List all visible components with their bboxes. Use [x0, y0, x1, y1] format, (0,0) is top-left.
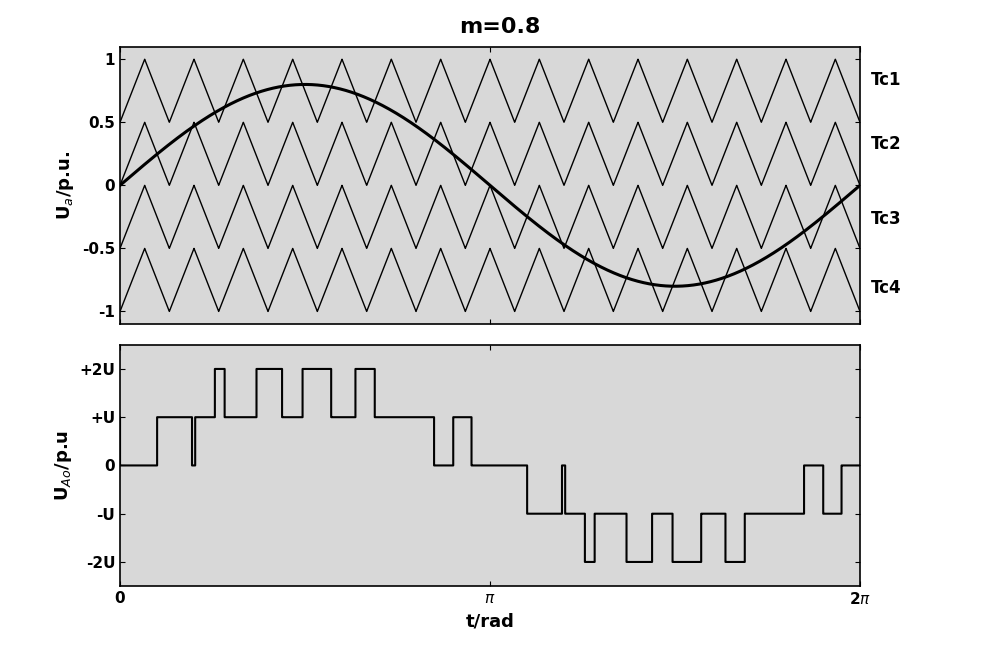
Text: m=0.8: m=0.8	[459, 17, 541, 37]
Text: Tc2: Tc2	[871, 135, 902, 153]
Y-axis label: U$_a$/p.u.: U$_a$/p.u.	[55, 151, 76, 220]
Text: Tc3: Tc3	[871, 210, 902, 228]
Text: Tc4: Tc4	[871, 279, 902, 297]
Text: Tc1: Tc1	[871, 71, 902, 89]
Y-axis label: U$_{Ao}$/p.u: U$_{Ao}$/p.u	[53, 430, 74, 501]
X-axis label: t/rad: t/rad	[466, 613, 514, 631]
